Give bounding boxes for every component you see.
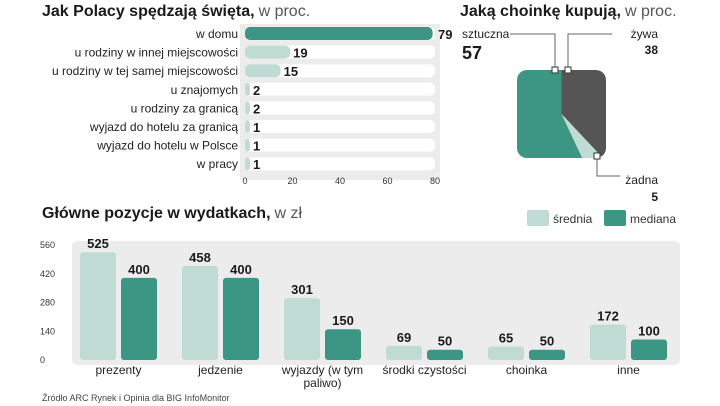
leader-marker xyxy=(564,66,572,74)
hbar-bar xyxy=(245,120,250,133)
hbar-value-label: 1 xyxy=(253,157,260,172)
vbar-bar xyxy=(182,265,218,360)
legend-swatch xyxy=(604,210,626,226)
hbar-track xyxy=(245,64,435,78)
hbar-tick-label: 40 xyxy=(335,176,345,186)
tree-label-artificial: sztuczna xyxy=(462,27,510,41)
vbar-value-label: 65 xyxy=(499,331,513,346)
legend-swatch xyxy=(527,210,549,226)
vbar-panel xyxy=(72,241,680,365)
vbar-category-label: środki czystości xyxy=(382,363,466,377)
hbar-track xyxy=(245,138,435,152)
hbar-track xyxy=(245,45,435,59)
hbar-tick-label: 0 xyxy=(242,176,247,186)
vbar-bar xyxy=(325,329,361,360)
vbar-value-label: 458 xyxy=(189,250,211,265)
expenses-chart-title: Główne pozycje w wydatkach, w zł xyxy=(42,205,303,222)
holidays-bar-chart: w domu 79 u rodziny w innej miejscowości 19… xyxy=(52,24,452,186)
vbar-category-label: prezenty xyxy=(95,363,141,377)
vbar-value-label: 150 xyxy=(332,313,354,328)
legend-label: mediana xyxy=(630,212,676,226)
leader-artificial xyxy=(510,33,556,70)
vbar-tick-label: 560 xyxy=(40,240,55,250)
hbar-bar xyxy=(245,45,291,59)
hbar-category-label: w pracy xyxy=(196,157,238,171)
vbar-value-label: 301 xyxy=(291,282,313,297)
hbar-value-label: 19 xyxy=(293,46,307,61)
hbar-value-label: 2 xyxy=(253,83,260,98)
legend-label: średnia xyxy=(553,212,593,226)
vbar-value-label: 400 xyxy=(128,262,150,277)
vbar-bar xyxy=(121,277,157,360)
hbar-value-label: 15 xyxy=(284,64,298,79)
leader-marker xyxy=(593,152,601,160)
vbar-value-label: 172 xyxy=(597,309,619,324)
tree-label-real: żywa xyxy=(631,27,659,41)
vbar-tick-label: 140 xyxy=(40,326,55,336)
hbar-tick-label: 60 xyxy=(382,176,392,186)
vbar-tick-label: 280 xyxy=(40,298,55,308)
tree-value-real: 38 xyxy=(645,43,659,57)
tree-label-none: żadna xyxy=(625,173,658,187)
hbar-tick-label: 20 xyxy=(287,176,297,186)
expenses-legend: średnia mediana xyxy=(527,210,676,226)
vbar-bar xyxy=(386,345,422,360)
leader-none xyxy=(596,158,620,177)
hbar-bar xyxy=(245,101,250,115)
vbar-bar xyxy=(631,339,667,360)
expenses-bar-chart: 0 140 280 420 560 525 400 prezenty 458 400 jedzeni… xyxy=(40,236,680,390)
hbar-value-label: 2 xyxy=(253,101,260,116)
holidays-chart-title: Jak Polacy spędzają święta, w proc. xyxy=(42,3,310,20)
tree-value-artificial: 57 xyxy=(462,43,482,63)
tree-value-none: 5 xyxy=(651,190,658,204)
hbar-category-label: u rodziny w tej samej miejscowości xyxy=(52,64,238,78)
vbar-value-label: 50 xyxy=(540,334,554,349)
hbar-bar xyxy=(245,138,250,152)
vbar-bar xyxy=(488,346,524,360)
vbar-tick-label: 420 xyxy=(40,269,55,279)
hbar-tick-label: 80 xyxy=(430,176,440,186)
vbar-category-label: inne xyxy=(617,363,640,377)
vbar-bar xyxy=(80,252,116,360)
hbar-track xyxy=(245,157,435,171)
vbar-category-label: wyjazdy (w tym paliwo) xyxy=(281,363,363,390)
hbar-track xyxy=(245,101,435,115)
vbar-bar xyxy=(223,277,259,360)
hbar-bar xyxy=(245,64,281,78)
vbar-value-label: 69 xyxy=(397,330,411,345)
vbar-value-label: 100 xyxy=(638,323,660,338)
leader-marker xyxy=(551,66,559,74)
hbar-track xyxy=(245,82,435,96)
vbar-value-label: 50 xyxy=(438,334,452,349)
hbar-value-label: 79 xyxy=(438,27,452,42)
tree-chart-title: Jaką choinkę kupują, w proc. xyxy=(460,3,677,20)
hbar-bar xyxy=(245,157,250,171)
vbar-bar xyxy=(529,349,565,360)
hbar-bar xyxy=(245,82,250,96)
hbar-category-label: wyjazd do hotelu za granicą xyxy=(89,120,238,134)
hbar-category-label: u rodziny w innej miejscowości xyxy=(75,46,238,60)
hbar-category-label: wyjazd do hotelu w Polsce xyxy=(96,139,238,153)
hbar-category-label: w domu xyxy=(195,27,238,41)
vbar-tick-label: 0 xyxy=(40,355,45,365)
hbar-value-label: 1 xyxy=(253,120,260,135)
hbar-value-label: 1 xyxy=(253,139,260,154)
vbar-value-label: 400 xyxy=(230,262,252,277)
hbar-track xyxy=(245,120,435,133)
leader-real xyxy=(567,33,612,70)
hbar-category-label: u rodziny za granicą xyxy=(131,101,239,115)
vbar-value-label: 525 xyxy=(87,236,109,251)
source-note: Źródło ARC Rynek i Opinia dla BIG InfoMo… xyxy=(42,393,230,403)
vbar-category-label: jedzenie xyxy=(197,363,243,377)
vbar-bar xyxy=(284,298,320,360)
tree-pie-chart: sztuczna 57 żywa 38 żadna 5 xyxy=(462,27,659,204)
vbar-category-label: choinka xyxy=(506,363,548,377)
vbar-bar xyxy=(590,324,626,360)
vbar-bar xyxy=(427,349,463,360)
hbar-bar xyxy=(245,27,433,40)
hbar-category-label: u znajomych xyxy=(171,83,238,97)
